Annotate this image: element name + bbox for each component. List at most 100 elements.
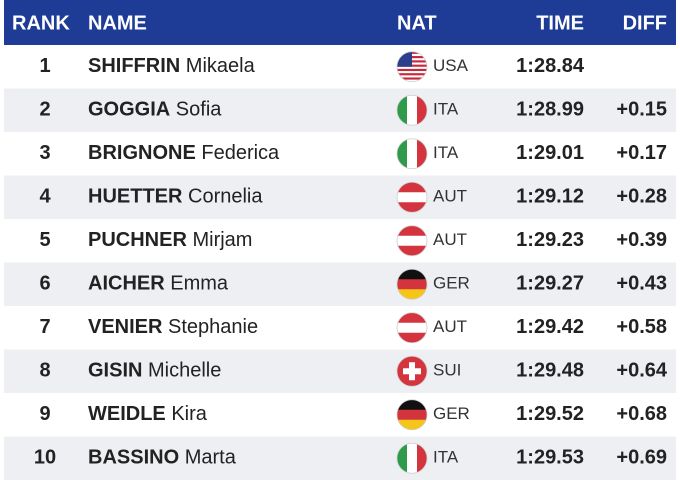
flag-stripe	[397, 73, 427, 76]
nation: USA	[433, 56, 469, 75]
nation: AUT	[433, 230, 467, 249]
flag-band	[407, 443, 418, 474]
flag-stripe	[397, 68, 427, 72]
rank: 9	[39, 403, 50, 425]
nation: AUT	[433, 187, 467, 206]
athlete-name: BASSINO Marta	[88, 447, 237, 469]
flag-band	[417, 443, 427, 474]
flag-band	[397, 269, 427, 280]
nation: AUT	[433, 317, 467, 336]
nation: ITA	[433, 100, 459, 119]
flag-rim	[396, 138, 428, 170]
flag-band	[397, 312, 427, 324]
flag-rim	[396, 225, 428, 257]
surname: GOGGIA	[88, 99, 170, 121]
time: 1:29.23	[516, 229, 584, 251]
flag-band	[397, 409, 427, 421]
athlete-name: GOGGIA Sofia	[88, 99, 222, 121]
athlete-name: VENIER Stephanie	[88, 316, 258, 338]
surname: SHIFFRIN	[88, 55, 180, 77]
header-time: TIME	[536, 12, 584, 34]
diff: +0.39	[616, 229, 667, 251]
row-background	[4, 88, 676, 132]
surname: GISIN	[88, 360, 142, 382]
surname: PUCHNER	[88, 229, 187, 251]
diff: +0.15	[616, 99, 667, 121]
row-background	[4, 219, 676, 263]
flag-band	[397, 322, 427, 334]
surname: HUETTER	[88, 186, 183, 208]
given-name: Michelle	[148, 360, 221, 382]
flag-cross	[403, 368, 421, 375]
flag-band	[407, 138, 418, 169]
row-background	[4, 436, 676, 480]
athlete-name: WEIDLE Kira	[88, 403, 208, 425]
row-background	[4, 262, 676, 306]
diff: +0.28	[616, 186, 667, 208]
rank: 4	[39, 186, 51, 208]
given-name: Kira	[171, 403, 207, 425]
flag-band	[397, 192, 427, 203]
flag-band	[397, 138, 408, 169]
header-rank: RANK	[12, 12, 70, 34]
header-name: NAME	[88, 12, 147, 34]
flag-rim	[396, 181, 428, 213]
flag-rim	[396, 355, 428, 387]
athlete-name: BRIGNONE Federica	[88, 142, 280, 164]
flag-band	[397, 289, 427, 300]
given-name: Cornelia	[188, 186, 263, 208]
given-name: Mikaela	[186, 55, 256, 77]
given-name: Federica	[201, 142, 280, 164]
flag	[397, 399, 427, 430]
time: 1:29.27	[516, 273, 584, 295]
row-background	[4, 132, 676, 176]
row-background	[4, 45, 676, 89]
flag-band	[397, 182, 427, 193]
flag-band	[397, 235, 427, 247]
header-bar	[4, 0, 676, 45]
rank: 2	[39, 99, 50, 121]
header-nat: NAT	[397, 12, 437, 34]
flag-band	[397, 202, 427, 213]
flag	[397, 138, 427, 169]
rank: 5	[39, 229, 50, 251]
rank: 1	[39, 55, 50, 77]
given-name: Sofia	[176, 99, 222, 121]
given-name: Stephanie	[168, 316, 258, 338]
flag-band	[397, 443, 408, 474]
rank: 3	[39, 142, 50, 164]
surname: BASSINO	[88, 447, 179, 469]
surname: BRIGNONE	[88, 142, 196, 164]
flag-band	[417, 95, 427, 126]
flag-band	[397, 245, 427, 256]
flag-rim	[396, 312, 428, 344]
row-background	[4, 306, 676, 350]
time: 1:29.12	[516, 186, 584, 208]
athlete-name: HUETTER Cornelia	[88, 186, 263, 208]
flag	[397, 443, 427, 474]
nation: ITA	[433, 448, 459, 467]
nation: GER	[433, 404, 470, 423]
given-name: Marta	[185, 447, 237, 469]
flag	[397, 269, 427, 300]
flag-rim	[396, 51, 428, 83]
flag	[397, 356, 427, 387]
flag-band	[397, 225, 427, 237]
time: 1:29.01	[516, 142, 584, 164]
time: 1:29.42	[516, 316, 584, 338]
flag-band	[407, 95, 418, 126]
flag	[397, 225, 427, 256]
athlete-name: AICHER Emma	[88, 273, 229, 295]
flag-band	[397, 95, 408, 126]
rank: 10	[34, 447, 56, 469]
flag-rim	[396, 94, 428, 126]
given-name: Emma	[170, 273, 229, 295]
surname: WEIDLE	[88, 403, 166, 425]
time: 1:29.48	[516, 360, 584, 382]
time: 1:29.53	[516, 447, 584, 469]
given-name: Mirjam	[192, 229, 252, 251]
flag-band	[397, 279, 427, 290]
time: 1:28.99	[516, 99, 584, 121]
flag	[397, 182, 427, 213]
